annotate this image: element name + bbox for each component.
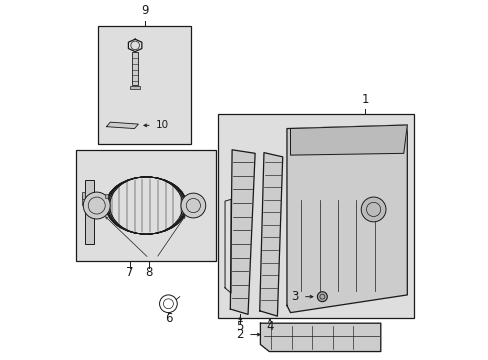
Text: 9: 9 [141, 4, 148, 17]
Text: 5: 5 [236, 320, 244, 333]
Circle shape [361, 197, 385, 222]
Bar [81, 195, 85, 205]
Text: 7: 7 [125, 266, 133, 279]
Bar [85, 180, 94, 244]
Bar [130, 86, 140, 90]
Text: 6: 6 [164, 312, 172, 325]
Circle shape [83, 192, 110, 219]
Text: 4: 4 [265, 320, 273, 333]
Bar [218, 114, 413, 318]
Bar [104, 194, 108, 198]
Bar [98, 26, 191, 144]
Polygon shape [260, 323, 380, 351]
Bar [76, 150, 216, 261]
Polygon shape [259, 153, 282, 316]
Circle shape [317, 292, 326, 302]
Text: 10: 10 [156, 120, 169, 130]
Polygon shape [230, 150, 255, 314]
Circle shape [181, 193, 205, 218]
Bar [81, 192, 85, 199]
Text: 3: 3 [290, 290, 298, 303]
Polygon shape [286, 125, 407, 312]
Text: 1: 1 [361, 93, 368, 105]
Text: 2: 2 [235, 328, 243, 341]
Polygon shape [106, 122, 138, 129]
Text: 8: 8 [145, 266, 152, 279]
Bar [132, 51, 138, 85]
Polygon shape [290, 125, 407, 155]
